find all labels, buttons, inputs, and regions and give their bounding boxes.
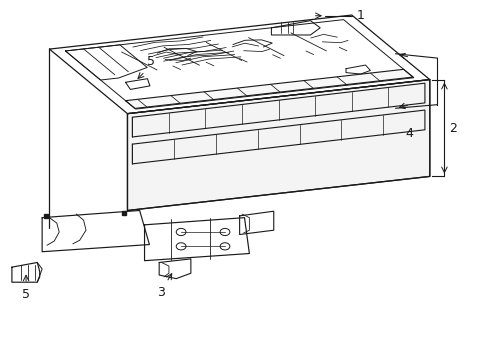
- Text: 1: 1: [356, 9, 364, 22]
- Polygon shape: [132, 110, 424, 164]
- Polygon shape: [125, 79, 150, 89]
- Polygon shape: [159, 259, 190, 279]
- Text: 5: 5: [22, 288, 30, 301]
- Polygon shape: [271, 21, 320, 35]
- Polygon shape: [132, 83, 424, 137]
- Polygon shape: [127, 80, 429, 211]
- Polygon shape: [239, 211, 273, 234]
- Text: 5: 5: [147, 55, 155, 68]
- Polygon shape: [346, 65, 369, 74]
- Text: 4: 4: [404, 127, 412, 140]
- Polygon shape: [12, 262, 40, 282]
- Polygon shape: [127, 80, 429, 211]
- Text: 3: 3: [156, 286, 164, 299]
- Text: 2: 2: [448, 122, 456, 135]
- Polygon shape: [42, 211, 149, 252]
- Polygon shape: [144, 218, 249, 261]
- Polygon shape: [49, 15, 429, 114]
- Polygon shape: [125, 69, 412, 108]
